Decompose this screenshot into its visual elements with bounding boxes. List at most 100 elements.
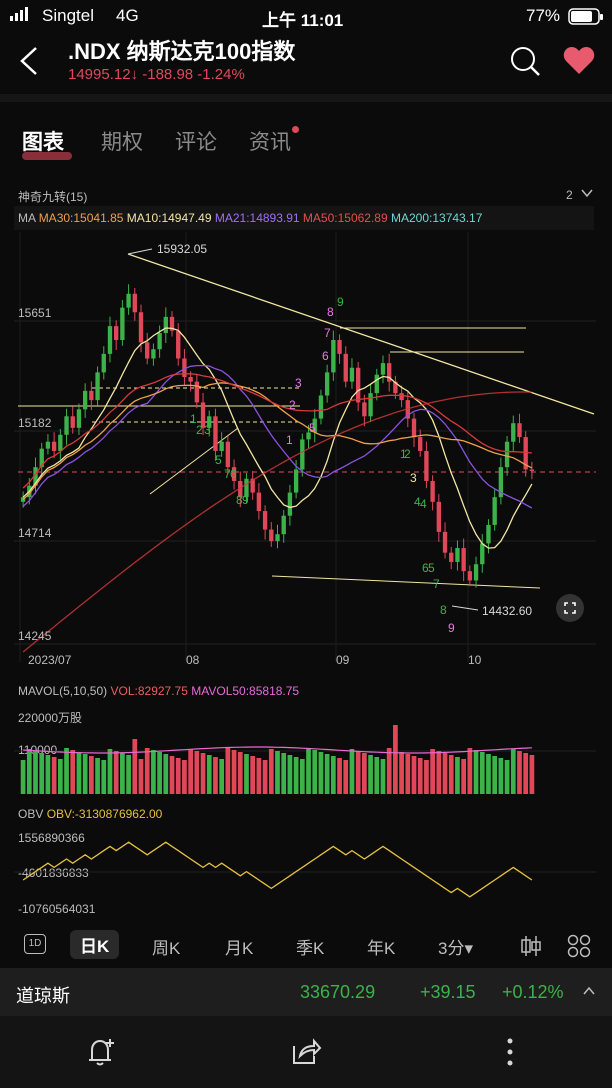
volume-bar	[82, 754, 88, 794]
period-year[interactable]: 年K	[367, 939, 396, 958]
chevron-up-icon[interactable]	[582, 982, 596, 1003]
volume-bar	[417, 758, 423, 794]
ma21-value: MA21:14893.91	[214, 211, 300, 225]
candle-body	[107, 326, 113, 354]
signal-label: 3	[410, 471, 417, 485]
volume-bar	[380, 759, 386, 794]
volume-bar	[473, 750, 479, 794]
period-week[interactable]: 周K	[152, 939, 181, 958]
volume-bar	[20, 760, 26, 794]
trendlines: 15932.05 14432.60	[18, 242, 596, 618]
mavol50-value: MAVOL50:85818.75	[191, 684, 300, 698]
candle-body	[169, 316, 175, 331]
heart-icon	[563, 47, 595, 74]
period-minute-select[interactable]: 3分▾	[438, 939, 473, 958]
candle-body	[132, 293, 137, 313]
signal-label: 6	[230, 467, 237, 481]
volume-bar	[275, 751, 280, 794]
layout-button[interactable]	[567, 934, 591, 963]
candle-body	[64, 416, 69, 435]
volume-bar	[250, 756, 256, 794]
candles	[20, 284, 535, 588]
volume-bar	[101, 760, 107, 794]
period-day[interactable]: 日K	[70, 930, 120, 959]
volume-bar	[219, 759, 225, 794]
related-index-row[interactable]: 道琼斯 33670.29 +39.15 +0.12%	[0, 968, 612, 1016]
favorite-button[interactable]	[562, 44, 596, 78]
calendar-1d-icon[interactable]: 1D	[24, 934, 46, 954]
search-button[interactable]	[508, 44, 542, 78]
candle-body	[399, 393, 404, 401]
volume-bar	[144, 748, 150, 794]
candle-body	[126, 293, 131, 308]
candle-body	[200, 402, 206, 428]
fullscreen-button[interactable]	[556, 594, 584, 622]
volume-bar	[312, 750, 318, 794]
obv-value: OBV:-3130876962.00	[46, 807, 163, 821]
price-quote: 14995.12↓ -188.98 -1.24%	[68, 66, 245, 83]
candle-body	[33, 467, 38, 486]
candle-body	[430, 481, 435, 502]
volume-bar	[200, 753, 206, 794]
bell-plus-icon	[89, 1039, 114, 1066]
signal-label: 9	[448, 621, 455, 635]
volume-bar	[393, 725, 398, 794]
candle-body	[250, 478, 255, 493]
chevron-down-icon	[581, 189, 593, 198]
volume-bar	[138, 759, 144, 794]
tab-chart[interactable]: 图表	[22, 126, 72, 160]
volume-bar	[405, 754, 411, 794]
related-price: 33670.29	[300, 982, 376, 1002]
candle-body	[176, 330, 181, 359]
period-quarter[interactable]: 季K	[296, 939, 325, 958]
indicator-expand-button[interactable]	[580, 186, 594, 203]
candle-body	[120, 307, 125, 340]
signal-label: 7	[224, 467, 231, 481]
volume-bar	[368, 755, 373, 794]
volume-bar	[237, 752, 243, 794]
candle-body	[244, 478, 249, 498]
candle-body	[145, 342, 150, 359]
volume-bar	[362, 753, 367, 794]
tab-comments[interactable]: 评论	[175, 131, 217, 154]
candle-body	[82, 390, 88, 410]
candle-body	[523, 437, 528, 470]
ma-legend: MA MA30:15041.85 MA10:14947.49 MA21:1489…	[18, 211, 482, 225]
related-change: +39.15	[420, 982, 476, 1002]
share-button[interactable]	[290, 1036, 322, 1073]
candle-body	[95, 372, 100, 401]
candle-body	[89, 390, 94, 401]
signal-label: 2	[289, 398, 296, 412]
candle-body	[393, 381, 398, 394]
candle-body	[318, 395, 324, 419]
volume-bar	[510, 749, 516, 794]
signal-label: 3	[204, 423, 211, 437]
related-change-pct: +0.12%	[502, 982, 564, 1002]
related-name: 道琼斯	[16, 986, 70, 1006]
obv-chart	[14, 841, 596, 898]
tab-news[interactable]: 资讯	[249, 131, 291, 154]
volume-bar	[113, 751, 119, 794]
candle-style-button[interactable]	[520, 934, 542, 963]
volume-bar	[436, 751, 442, 794]
volume-bar	[244, 754, 249, 794]
tab-options[interactable]: 期权	[101, 131, 143, 154]
y-tick-label: 15182	[18, 416, 52, 430]
volume-bar	[355, 751, 361, 794]
price: 14995.12	[68, 66, 131, 83]
back-button[interactable]	[18, 46, 40, 76]
volume-bar	[51, 757, 57, 794]
candle-body	[262, 511, 268, 530]
indicator-label: 神奇九转(15)	[18, 190, 88, 204]
candle-body	[238, 481, 243, 498]
volume-bar	[262, 760, 268, 794]
low-label: 14432.60	[482, 604, 532, 618]
more-button[interactable]	[504, 1036, 516, 1073]
y-tick-label: 14245	[18, 629, 52, 643]
alert-button[interactable]	[86, 1036, 118, 1073]
candle-body	[517, 423, 522, 438]
volume-bar	[498, 758, 504, 794]
status-bar: Singtel 4G 上午 11:01 77%	[0, 0, 612, 32]
period-month[interactable]: 月K	[225, 939, 254, 958]
